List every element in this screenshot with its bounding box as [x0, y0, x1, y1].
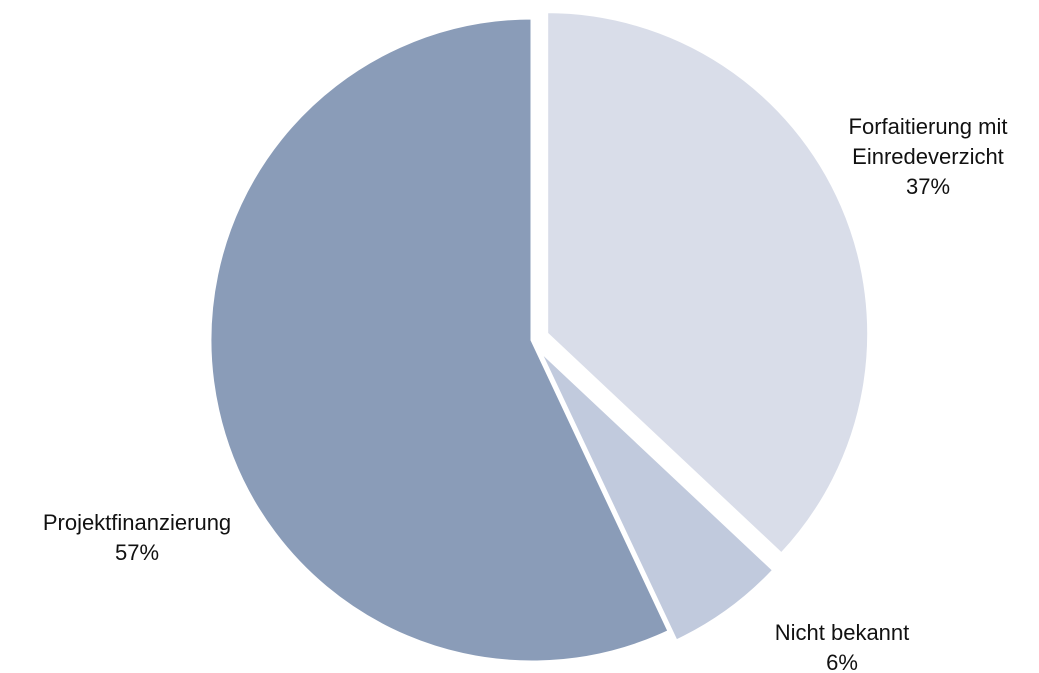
category-label: Nicht bekannt — [774, 620, 910, 645]
value-label: 57% — [114, 540, 160, 565]
value-label: 37% — [905, 174, 951, 199]
category-label: Forfaitierung mit Einredeverzicht — [848, 114, 1008, 169]
slice-label: Nicht bekannt 6% — [742, 618, 942, 673]
slice-label: Forfaitierung mit Einredeverzicht 37% — [813, 112, 1039, 202]
value-label: 6% — [826, 650, 858, 673]
pie-slice — [537, 348, 776, 644]
pie-slice — [545, 10, 871, 557]
category-label: Projektfinanzierung — [42, 510, 232, 535]
slice-label: Projektfinanzierung 57% — [7, 508, 267, 568]
pie-slice — [208, 16, 672, 664]
